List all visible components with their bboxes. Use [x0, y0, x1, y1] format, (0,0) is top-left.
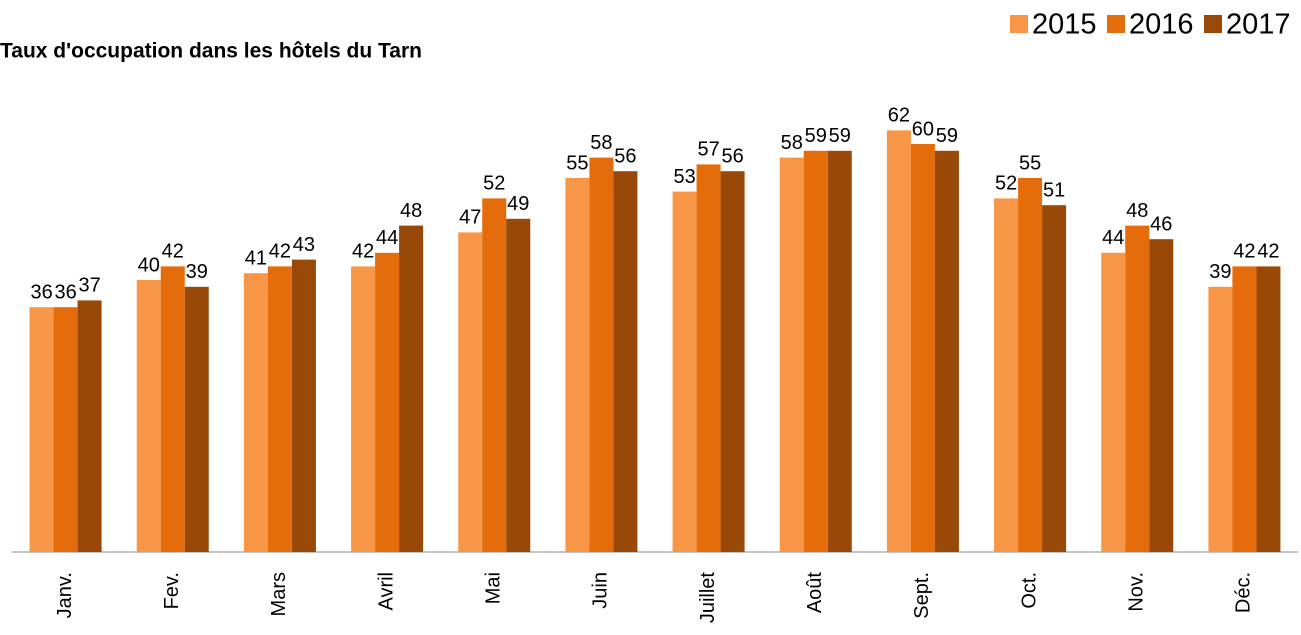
value-label: 62: [888, 105, 910, 127]
bar: [1101, 252, 1126, 553]
legend-swatch: [1107, 15, 1125, 33]
bar: [1256, 266, 1281, 552]
bar: [160, 266, 185, 552]
bar: [994, 198, 1019, 552]
bar: [565, 178, 590, 552]
value-label: 46: [1150, 213, 1172, 235]
value-label: 60: [912, 118, 934, 140]
x-tick-label: Août: [804, 572, 826, 614]
legend-label: 2015: [1032, 9, 1097, 41]
value-label: 42: [1233, 241, 1255, 263]
x-tick-label: Mai: [483, 572, 505, 604]
value-label: 56: [721, 145, 743, 167]
bar: [77, 300, 102, 552]
value-label: 36: [30, 281, 52, 303]
legend-label: 2017: [1226, 9, 1291, 41]
value-label: 59: [805, 125, 827, 147]
value-label: 56: [614, 145, 636, 167]
bar: [1125, 225, 1150, 552]
bar: [696, 164, 721, 552]
bar: [934, 150, 959, 553]
bar: [399, 225, 424, 552]
value-label: 48: [400, 200, 422, 222]
bar: [589, 157, 614, 552]
bar: [1042, 205, 1067, 552]
value-label: 42: [1257, 241, 1279, 263]
bar: [375, 252, 400, 553]
value-label: 49: [507, 193, 529, 215]
bar: [1208, 286, 1233, 552]
bar: [1149, 239, 1174, 552]
x-tick-label: Déc.: [1233, 572, 1255, 613]
bar: [243, 273, 268, 552]
bar: [886, 130, 911, 552]
value-label: 52: [995, 173, 1017, 195]
x-tick-label: Sept.: [911, 572, 933, 619]
bar: [613, 171, 638, 552]
value-label: 42: [352, 241, 374, 263]
bar: [672, 191, 697, 552]
value-label: 59: [936, 125, 958, 147]
value-label: 44: [1102, 227, 1124, 249]
value-label: 39: [186, 261, 208, 283]
bar: [53, 307, 78, 552]
bar: [29, 307, 54, 552]
x-tick-label: Fev.: [161, 572, 183, 609]
value-label: 44: [376, 227, 398, 249]
x-tick-label: Janv.: [54, 572, 76, 618]
bar: [720, 171, 745, 552]
value-label: 53: [673, 166, 695, 188]
value-label: 39: [1209, 261, 1231, 283]
bar: [910, 144, 935, 552]
value-label: 42: [162, 241, 184, 263]
value-label: 47: [459, 207, 481, 229]
bar: [267, 266, 292, 552]
bar: [1232, 266, 1257, 552]
value-label: 41: [245, 247, 267, 269]
value-label: 55: [1019, 152, 1041, 174]
bar: [1018, 178, 1043, 552]
value-label: 57: [697, 139, 719, 161]
value-label: 48: [1126, 200, 1148, 222]
legend-swatch: [1204, 15, 1222, 33]
chart-title: Taux d'occupation dans les hôtels du Tar…: [0, 40, 422, 63]
value-label: 52: [483, 173, 505, 195]
bar: [136, 280, 161, 552]
bar: [827, 150, 852, 553]
legend-label: 2016: [1129, 9, 1194, 41]
value-label: 59: [829, 125, 851, 147]
bar: [291, 259, 316, 552]
value-label: 36: [54, 281, 76, 303]
x-tick-label: Oct.: [1018, 572, 1040, 609]
x-tick-label: Juillet: [697, 572, 719, 624]
value-label: 55: [566, 152, 588, 174]
bar: [482, 198, 507, 552]
value-label: 42: [269, 241, 291, 263]
x-tick-label: Mars: [268, 572, 290, 616]
legend-swatch: [1010, 15, 1028, 33]
x-tick-label: Nov.: [1126, 572, 1148, 612]
bar: [458, 232, 483, 552]
bar: [351, 266, 376, 552]
value-label: 37: [78, 275, 100, 297]
bar: [506, 218, 531, 553]
value-label: 51: [1043, 179, 1065, 201]
value-label: 40: [138, 254, 160, 276]
value-label: 58: [590, 132, 612, 154]
x-tick-label: Juin: [590, 572, 612, 609]
bar: [184, 286, 209, 552]
value-label: 43: [293, 234, 315, 256]
bar: [803, 150, 828, 553]
value-label: 58: [781, 132, 803, 154]
bar: [779, 157, 804, 552]
x-tick-label: Avril: [375, 572, 397, 611]
